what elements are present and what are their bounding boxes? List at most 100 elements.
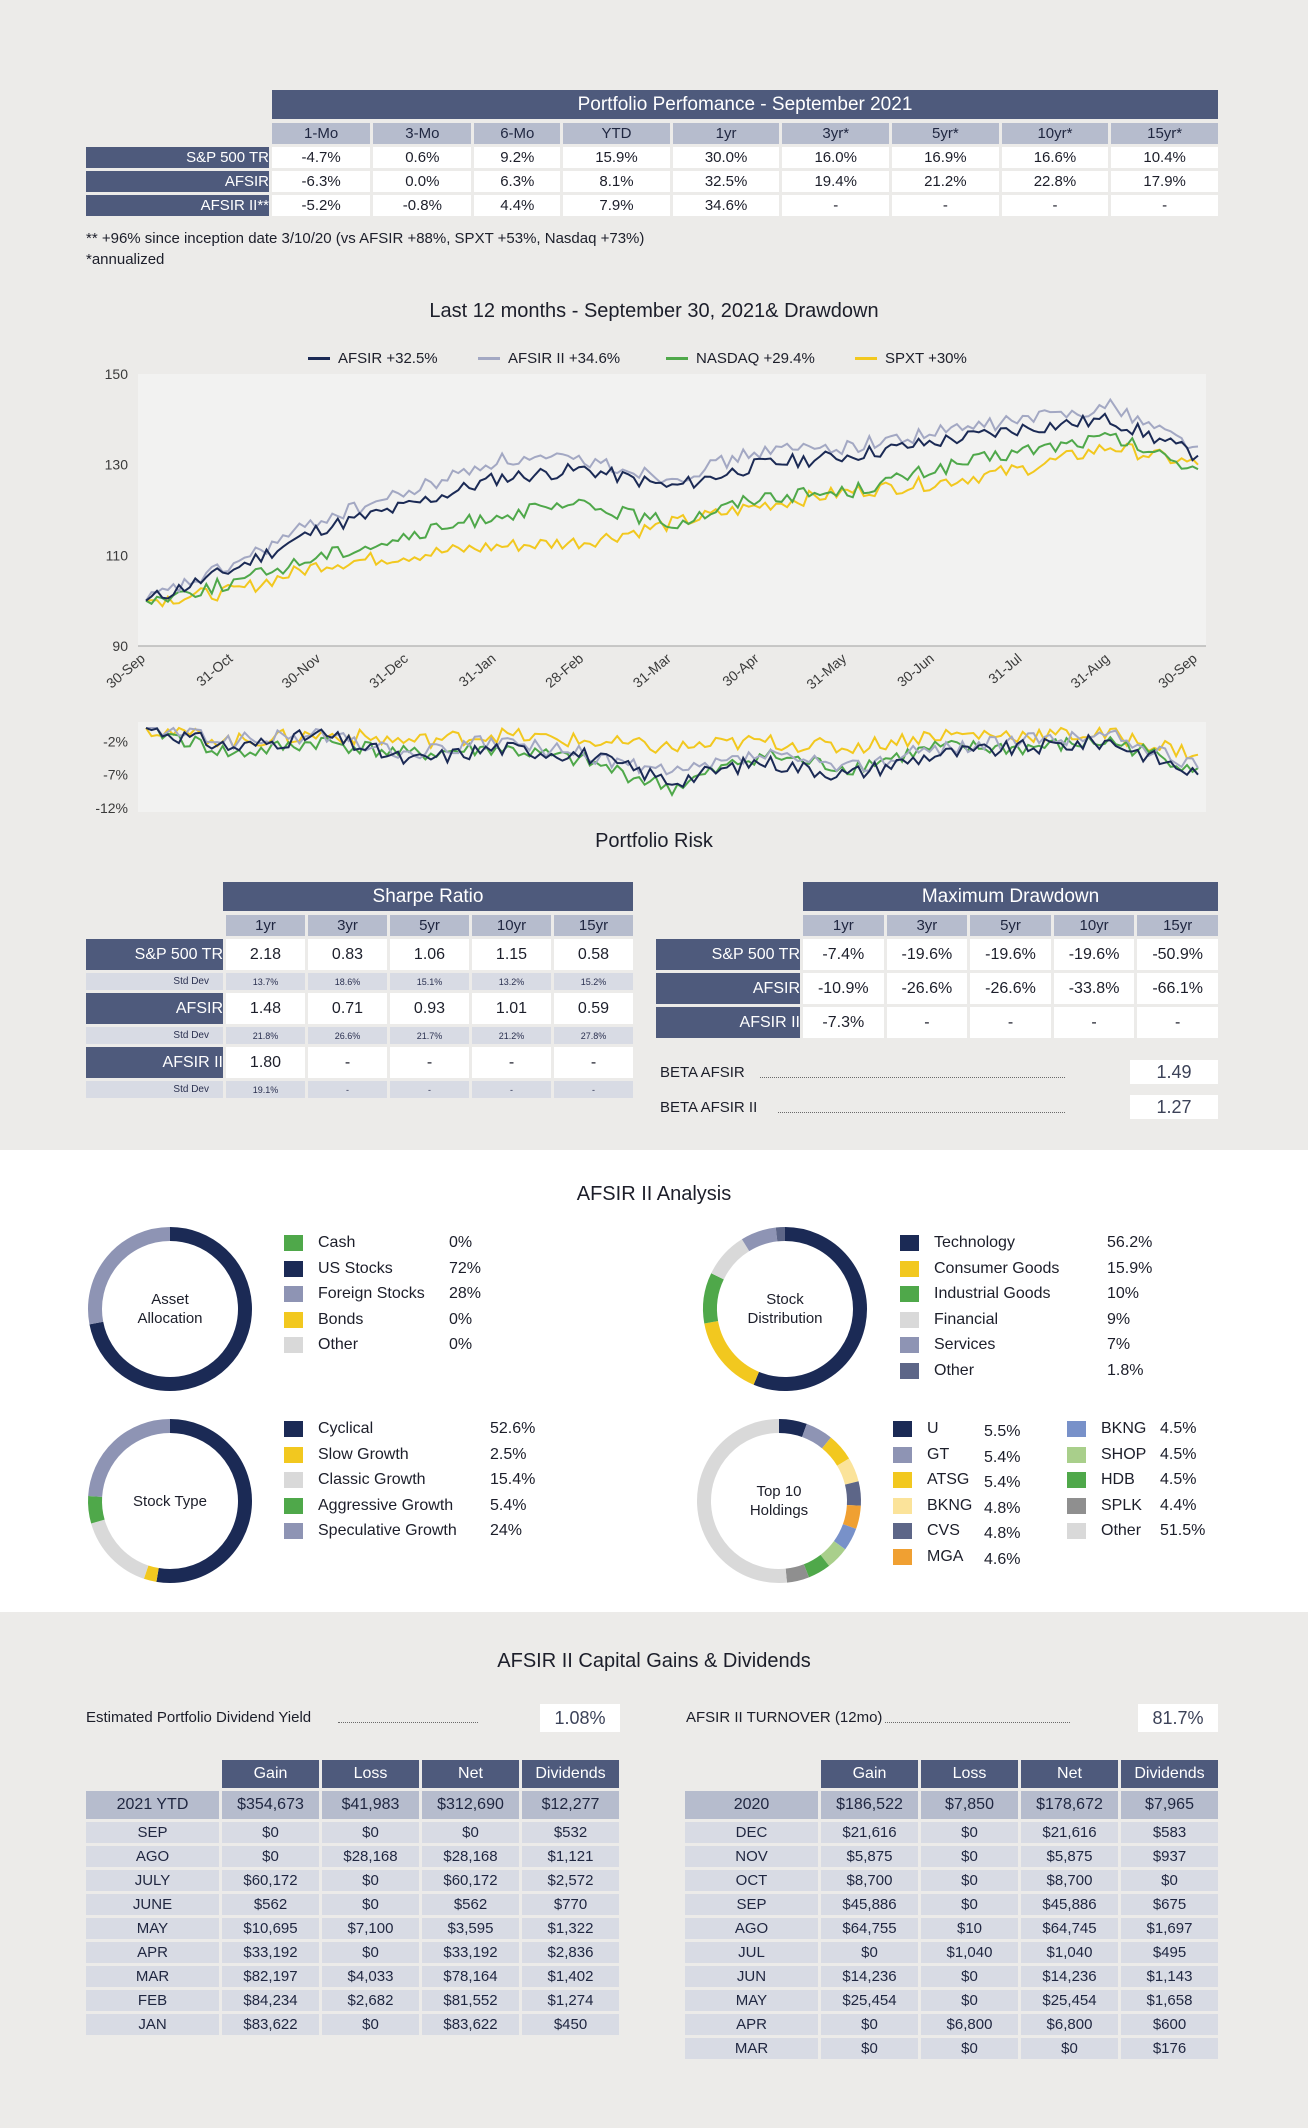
- gains-col-header: Loss: [322, 1760, 419, 1788]
- drawdown-cell: -: [970, 1007, 1051, 1038]
- x-tick-label: 31-Oct: [193, 650, 236, 689]
- legend-swatch: [284, 1421, 303, 1437]
- gains-value: $33,192: [222, 1942, 319, 1963]
- gains-value: $0: [921, 1966, 1018, 1987]
- std-cell: 21.7%: [390, 1027, 469, 1044]
- legend-swatch: [1067, 1497, 1086, 1514]
- legend-swatch: [855, 357, 877, 360]
- sharpe-cell: 1.01: [472, 993, 551, 1024]
- gains-row: FEB $84,234 $2,682 $81,552 $1,274: [86, 1990, 619, 2011]
- x-tick-label: 31-Jan: [456, 650, 499, 690]
- legend-row: Classic Growth: [284, 1469, 426, 1491]
- std-cell: 18.6%: [308, 973, 387, 990]
- sharpe-row-label: AFSIR II: [86, 1047, 223, 1078]
- std-cell: -: [390, 1081, 469, 1098]
- perf-cell: -: [892, 195, 999, 216]
- legend-row: Cyclical: [284, 1418, 373, 1440]
- drawdown-cell: -10.9%: [803, 973, 884, 1004]
- legend-pct: 5.4%: [984, 1448, 1021, 1466]
- gains-value: $83,622: [222, 2014, 319, 2035]
- gains-value: $10,695: [222, 1918, 319, 1939]
- perf-col-header: 5yr*: [892, 123, 999, 144]
- legend-pct: 4.5%: [1160, 1445, 1197, 1463]
- gains-value: $0: [322, 1942, 419, 1963]
- std-cell: -: [308, 1081, 387, 1098]
- perf-cell: -6.3%: [272, 171, 371, 192]
- legend-item: AFSIR +32.5%: [308, 350, 438, 367]
- donut-slice: [820, 1540, 846, 1566]
- gains-value: $1,697: [1121, 1918, 1218, 1939]
- std-cell: 21.2%: [472, 1027, 551, 1044]
- perf-row: S&P 500 TR -4.7% 0.6% 9.2% 15.9% 30.0% 16.0% 16…: [86, 147, 1218, 168]
- x-tick-label: 30-Nov: [278, 650, 323, 691]
- legend-row: Cash: [284, 1232, 355, 1254]
- gains-period: JUL: [685, 1942, 818, 1963]
- drawdown-cell: -19.6%: [1053, 939, 1135, 970]
- gains-row: OCT $8,700 $0 $8,700 $0: [685, 1870, 1218, 1891]
- perf-cell: 16.9%: [892, 147, 999, 168]
- x-tick-label: 30-Apr: [719, 650, 762, 689]
- gains-col-header: Net: [1021, 1760, 1118, 1788]
- donut-slice: [803, 1554, 830, 1578]
- gains-col-header: Loss: [921, 1760, 1018, 1788]
- gains-period: DEC: [685, 1822, 818, 1843]
- drawdown-cell: -19.6%: [970, 939, 1051, 970]
- sharpe-col-header: 3yr: [308, 915, 387, 936]
- gains-value: $64,745: [1021, 1918, 1118, 1939]
- gains-row: APR $0 $6,800 $6,800 $600: [685, 2014, 1218, 2035]
- gains-value: $12,277: [522, 1791, 619, 1819]
- std-label: Std Dev: [86, 1081, 223, 1098]
- perf-cell: -: [1001, 195, 1109, 216]
- donut-slice: [753, 1227, 867, 1391]
- legend-label: AFSIR II +34.6%: [508, 350, 621, 367]
- gains-value: $675: [1121, 1894, 1218, 1915]
- perf-row-label: AFSIR: [86, 171, 269, 192]
- gains-value: $0: [921, 1822, 1018, 1843]
- legend-label: Industrial Goods: [934, 1285, 1051, 1302]
- legend-swatch: [1067, 1523, 1086, 1539]
- legend-swatch: [666, 357, 688, 360]
- std-cell: 19.1%: [226, 1081, 305, 1098]
- gains-period: FEB: [86, 1990, 219, 2011]
- perf-cell: 7.9%: [563, 195, 670, 216]
- gains-value: $1,040: [1021, 1942, 1118, 1963]
- drawdown-grid: 1yr 3yr 5yr 10yr 15yr S&P 500 TR -7.4% -19.6% -1…: [653, 912, 1221, 1041]
- gains-value: $0: [821, 2014, 918, 2035]
- legend-row: Aggressive Growth: [284, 1495, 453, 1517]
- sharpe-cell: -: [390, 1047, 469, 1078]
- donut-slice: [821, 1437, 850, 1466]
- gains-period: OCT: [685, 1870, 818, 1891]
- legend-row: Foreign Stocks: [284, 1283, 425, 1305]
- std-row: Std Dev 13.7% 18.6% 15.1% 13.2% 15.2%: [86, 973, 633, 990]
- gains-value: $583: [1121, 1822, 1218, 1843]
- legend-row: Other: [1067, 1520, 1141, 1542]
- gains-value: $45,886: [821, 1894, 918, 1915]
- perf-row: AFSIR -6.3% 0.0% 6.3% 8.1% 32.5% 19.4% 21.2% 22.…: [86, 171, 1218, 192]
- gains-value: $3,595: [422, 1918, 519, 1939]
- perf-cell: 9.2%: [474, 147, 561, 168]
- gains-value: $7,100: [322, 1918, 419, 1939]
- legend-pct: 4.6%: [984, 1550, 1021, 1568]
- perf-cell: 4.4%: [474, 195, 561, 216]
- legend-label: Bonds: [318, 1310, 364, 1328]
- legend-pct: 51.5%: [1160, 1522, 1206, 1539]
- donut-slice: [844, 1481, 861, 1506]
- gains-row: 2020 $186,522 $7,850 $178,672 $7,965: [685, 1791, 1218, 1819]
- drawdown-row-label: S&P 500 TR: [656, 939, 800, 970]
- sharpe-cell: 1.06: [390, 939, 469, 970]
- x-tick-label: 30-Sep: [1155, 650, 1200, 691]
- legend-swatch: [900, 1362, 919, 1379]
- legend-label: HDB: [1101, 1471, 1135, 1488]
- drawdown-row: AFSIR -10.9% -26.6% -26.6% -33.8% -66.1%: [656, 973, 1218, 1004]
- series-line-0: [145, 412, 1199, 602]
- std-cell: 15.2%: [554, 973, 633, 990]
- gains-value: $28,168: [422, 1846, 519, 1867]
- perf-cell: 6.3%: [474, 171, 561, 192]
- drawdown-cell: -66.1%: [1137, 973, 1218, 1004]
- gains-value: $41,983: [322, 1791, 419, 1819]
- perf-row-label: S&P 500 TR: [86, 147, 269, 168]
- sharpe-row-label: AFSIR: [86, 993, 223, 1024]
- donut-slice: [801, 1423, 831, 1449]
- legend-swatch: [284, 1311, 303, 1328]
- sharpe-row-label: S&P 500 TR: [86, 939, 223, 970]
